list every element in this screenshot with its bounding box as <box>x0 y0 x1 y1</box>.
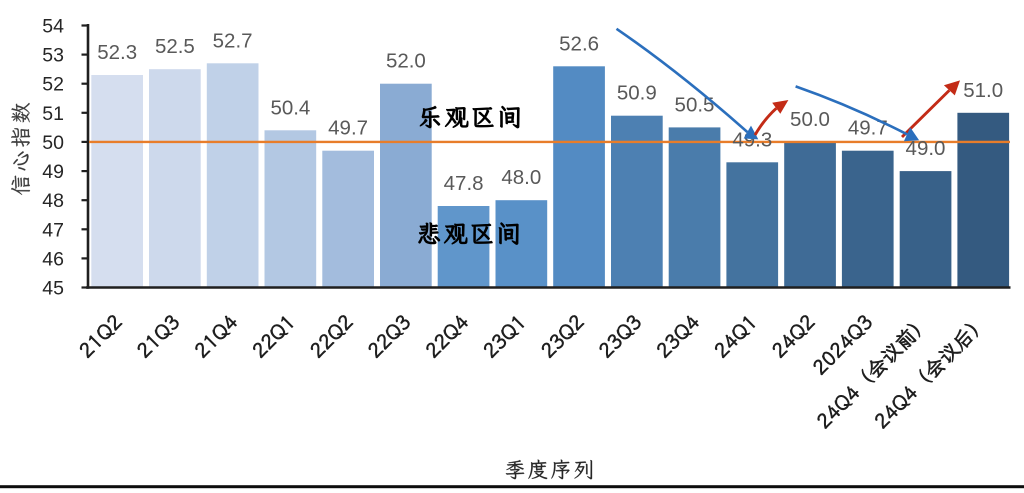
svg-text:47: 47 <box>42 219 64 241</box>
svg-text:49.3: 49.3 <box>732 128 772 151</box>
svg-text:48: 48 <box>42 190 64 212</box>
svg-text:48.0: 48.0 <box>501 166 541 189</box>
svg-text:50.4: 50.4 <box>270 96 310 119</box>
svg-text:49: 49 <box>42 161 64 183</box>
svg-text:50.0: 50.0 <box>790 108 830 131</box>
svg-text:49.0: 49.0 <box>906 137 946 160</box>
svg-text:52: 52 <box>42 74 64 96</box>
svg-text:49.7: 49.7 <box>848 117 888 140</box>
svg-text:53: 53 <box>42 45 64 67</box>
svg-text:52.7: 52.7 <box>213 29 253 52</box>
svg-text:52.3: 52.3 <box>97 41 137 64</box>
svg-text:46: 46 <box>42 248 64 270</box>
svg-text:52.5: 52.5 <box>155 35 195 58</box>
svg-text:51: 51 <box>42 103 64 125</box>
svg-text:51.0: 51.0 <box>963 79 1003 102</box>
svg-text:47.8: 47.8 <box>444 172 484 195</box>
svg-text:50.9: 50.9 <box>617 82 657 105</box>
svg-text:49.7: 49.7 <box>328 117 368 140</box>
svg-text:45: 45 <box>42 278 64 300</box>
svg-text:50.5: 50.5 <box>675 93 715 116</box>
svg-text:52.6: 52.6 <box>559 32 599 55</box>
svg-text:50: 50 <box>42 132 64 154</box>
svg-text:54: 54 <box>42 16 64 38</box>
svg-text:52.0: 52.0 <box>386 50 426 73</box>
